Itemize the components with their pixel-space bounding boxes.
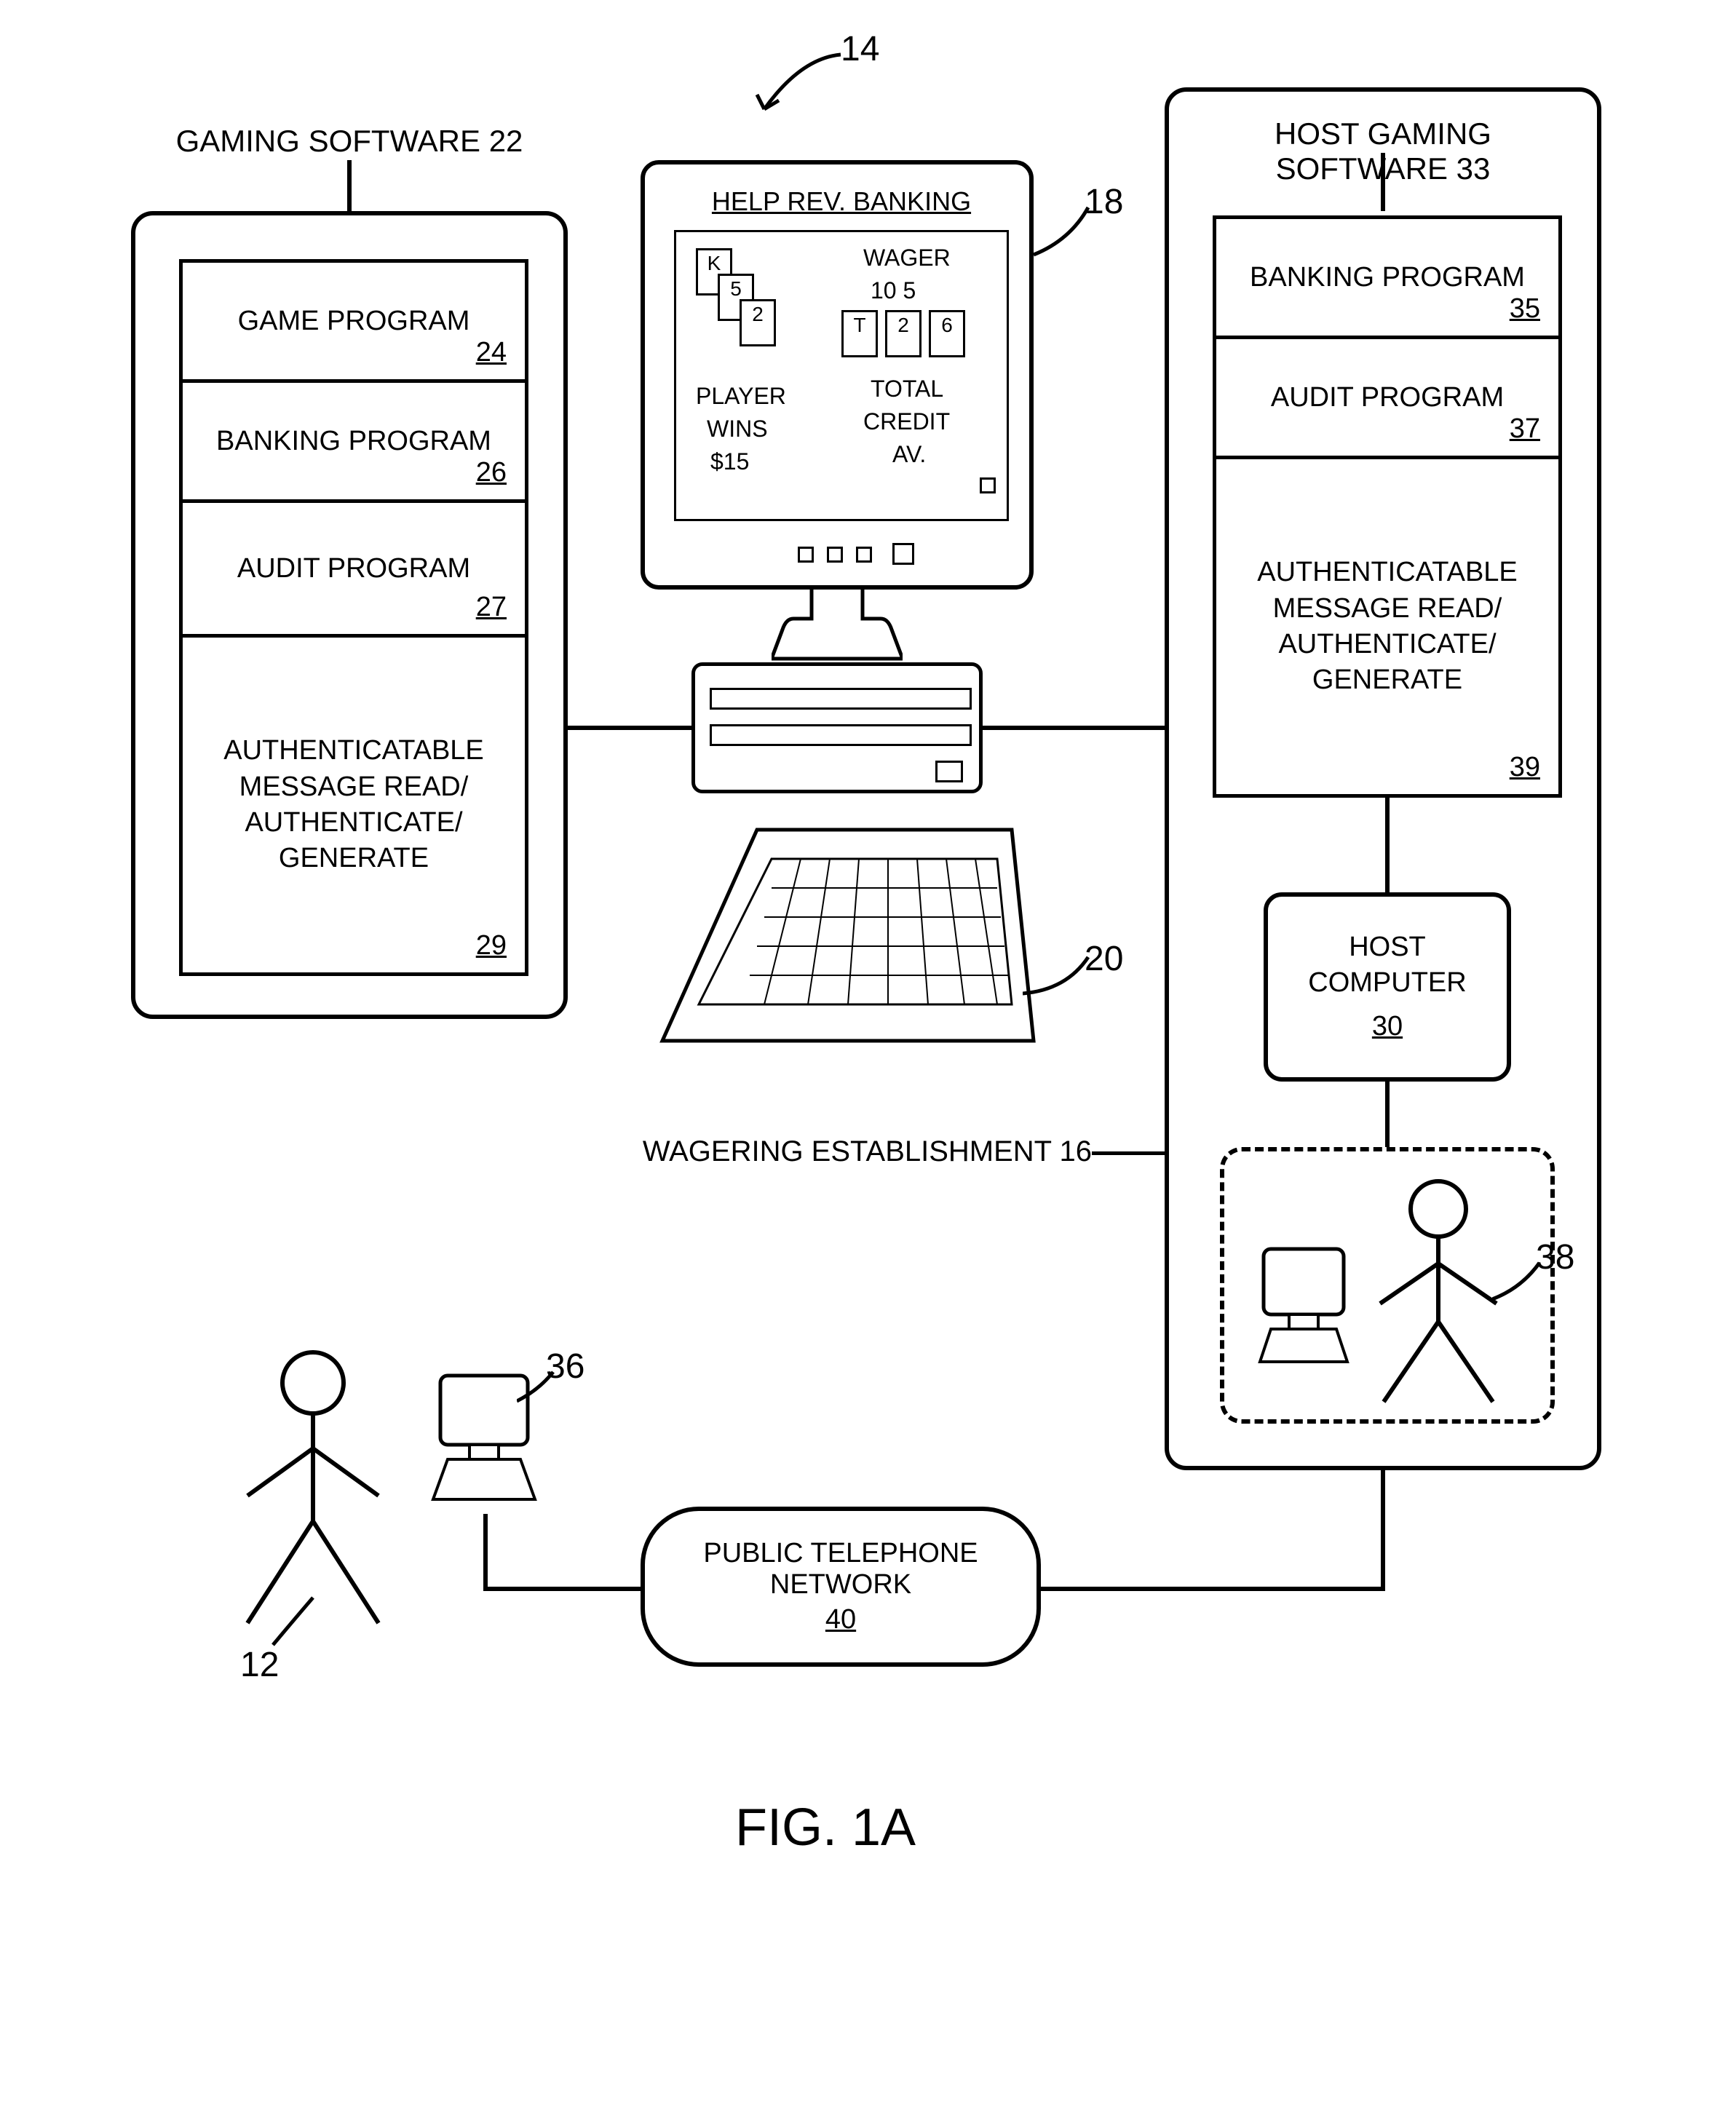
av-label: AV. <box>892 441 926 468</box>
ptn-label: PUBLIC TELEPHONE NETWORK <box>703 1538 978 1601</box>
game-program-num: 24 <box>476 337 507 368</box>
monitor-button-1 <box>980 477 996 493</box>
small-pc-38 <box>1249 1242 1358 1373</box>
host-computer-line-down <box>1385 1082 1390 1147</box>
arrow-14 <box>750 44 852 131</box>
banking-program-num: 26 <box>476 457 507 488</box>
wager-label: WAGER <box>863 245 951 271</box>
host-banking-box: BANKING PROGRAM 35 <box>1213 215 1562 339</box>
figure-label: FIG. 1A <box>735 1798 916 1857</box>
monitor-menu: HELP REV. BANKING <box>674 186 1009 217</box>
wagering-label: WAGERING ESTABLISHMENT 16 <box>597 1135 1092 1168</box>
ptn-to-host-line-v <box>1381 1470 1385 1591</box>
card-2L: 2 <box>740 299 776 346</box>
wager-values: 10 5 <box>871 277 916 304</box>
monitor-btn-a <box>798 547 814 563</box>
audit-program-box: AUDIT PROGRAM 27 <box>179 499 528 638</box>
host-banking-label: BANKING PROGRAM <box>1250 262 1525 293</box>
banking-program-box: BANKING PROGRAM 26 <box>179 379 528 503</box>
person-12 <box>233 1346 422 1638</box>
host-computer-label: HOST COMPUTER <box>1308 929 1466 1002</box>
game-program-box: GAME PROGRAM 24 <box>179 259 528 383</box>
leader-12 <box>269 1594 320 1652</box>
pc-to-ptn-line-v <box>483 1514 488 1590</box>
wins-label: WINS <box>707 416 768 443</box>
gaming-software-title-line <box>347 160 352 211</box>
monitor-frame: HELP REV. BANKING K 5 2 WAGER 10 5 T 2 6… <box>641 160 1034 590</box>
monitor-btn-d <box>892 543 914 565</box>
ptn-oval: PUBLIC TELEPHONE NETWORK 40 <box>641 1507 1041 1667</box>
host-computer-box: HOST COMPUTER 30 <box>1264 892 1511 1082</box>
host-auth-box: AUTHENTICATABLE MESSAGE READ/ AUTHENTICA… <box>1213 456 1562 798</box>
host-banking-num: 35 <box>1510 293 1540 325</box>
leader-38 <box>1492 1259 1550 1303</box>
card-T: T <box>841 310 878 357</box>
tower-to-host-line <box>983 726 1165 730</box>
banking-program-label: BANKING PROGRAM <box>216 426 491 457</box>
computer-tower <box>691 662 983 793</box>
game-program-label: GAME PROGRAM <box>238 306 470 337</box>
host-computer-num: 30 <box>1372 1009 1403 1044</box>
host-auth-label: AUTHENTICATABLE MESSAGE READ/ AUTHENTICA… <box>1257 555 1518 699</box>
host-audit-label: AUDIT PROGRAM <box>1271 382 1504 413</box>
auth-message-label: AUTHENTICATABLE MESSAGE READ/ AUTHENTICA… <box>223 733 484 877</box>
gaming-software-title: GAMING SOFTWARE 22 <box>160 124 539 159</box>
monitor-btn-b <box>827 547 843 563</box>
software-to-tower-line <box>568 726 691 730</box>
pc-to-ptn-line-h <box>483 1587 641 1591</box>
host-inner-line <box>1385 796 1390 892</box>
leader-36 <box>517 1368 560 1405</box>
monitor-btn-c <box>856 547 872 563</box>
card-6: 6 <box>929 310 965 357</box>
diagram-container: GAME PROGRAM 24 BANKING PROGRAM 26 AUDIT… <box>131 87 1623 1943</box>
host-audit-num: 37 <box>1510 413 1540 445</box>
wagering-line <box>1092 1151 1165 1155</box>
monitor-stand <box>772 590 903 662</box>
host-gaming-title-line <box>1381 153 1385 211</box>
audit-program-label: AUDIT PROGRAM <box>237 553 470 584</box>
leader-20 <box>1023 953 1095 997</box>
host-auth-num: 39 <box>1510 752 1540 783</box>
total-label: TOTAL <box>871 376 943 402</box>
ptn-to-host-line-h <box>1041 1587 1381 1591</box>
keyboard-svg <box>655 822 1041 1063</box>
wins-value: $15 <box>710 448 749 475</box>
player-label: PLAYER <box>696 383 786 410</box>
credit-label: CREDIT <box>863 408 950 435</box>
auth-message-num: 29 <box>476 930 507 961</box>
host-audit-box: AUDIT PROGRAM 37 <box>1213 336 1562 459</box>
auth-message-box: AUTHENTICATABLE MESSAGE READ/ AUTHENTICA… <box>179 634 528 976</box>
leader-18 <box>1034 204 1099 262</box>
card-2R: 2 <box>885 310 921 357</box>
audit-program-num: 27 <box>476 592 507 623</box>
gaming-software-box: GAME PROGRAM 24 BANKING PROGRAM 26 AUDIT… <box>131 211 568 1019</box>
ptn-num: 40 <box>825 1604 856 1635</box>
